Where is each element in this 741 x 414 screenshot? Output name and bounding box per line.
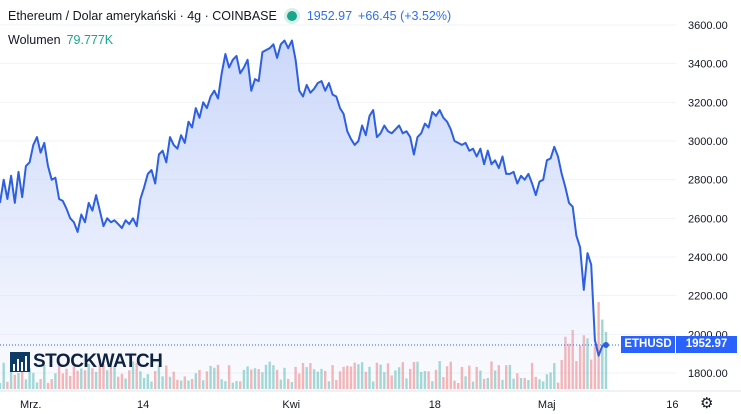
volume-legend: Wolumen 79.777K — [8, 33, 113, 47]
y-tick-label: 3400.00 — [688, 59, 728, 71]
x-tick-label: Mrz. — [20, 399, 41, 411]
stockwatch-logo: STOCKWATCH — [10, 350, 163, 374]
legend-price: 1952.97 — [306, 9, 353, 23]
x-tick-label: 18 — [429, 399, 441, 411]
y-tick-label: 3600.00 — [688, 20, 728, 32]
x-tick-label: Kwi — [282, 399, 300, 411]
ticker-tag: ETHUSD — [621, 336, 675, 353]
y-tick-label: 2600.00 — [688, 213, 728, 225]
logo-mark-icon — [10, 352, 30, 372]
y-tick-label: 3200.00 — [688, 97, 728, 109]
y-tick-label: 2400.00 — [688, 252, 728, 264]
x-tick-label: Maj — [538, 399, 556, 411]
last-price-dot — [603, 342, 609, 348]
y-tick-label: 1800.00 — [688, 368, 728, 380]
symbol-title: Ethereum / Dolar amerykański · 4g · COIN… — [8, 9, 277, 23]
logo-text: STOCKWATCH — [33, 351, 163, 372]
price-area — [0, 40, 606, 391]
gear-icon[interactable]: ⚙ — [700, 395, 714, 412]
volume-value: 79.777K — [66, 33, 114, 47]
time-axis[interactable]: Mrz. 14 Kwi 18 Maj 16 — [20, 399, 678, 411]
volume-bar — [597, 302, 600, 389]
price-axis[interactable]: 1800.002000.002200.002400.002600.002800.… — [688, 20, 728, 380]
volume-label: Wolumen — [8, 33, 61, 47]
last-price-tag: 1952.97 — [676, 336, 737, 353]
x-tick-label: 16 — [666, 399, 678, 411]
y-tick-label: 2800.00 — [688, 175, 728, 187]
price-line — [0, 39, 607, 357]
y-tick-label: 3000.00 — [688, 136, 728, 148]
legend-change: +66.45 (+3.52%) — [358, 9, 452, 23]
market-status-dot — [286, 11, 297, 21]
symbol-legend: Ethereum / Dolar amerykański · 4g · COIN… — [8, 9, 451, 23]
x-tick-label: 14 — [137, 399, 149, 411]
y-tick-label: 2200.00 — [688, 291, 728, 303]
